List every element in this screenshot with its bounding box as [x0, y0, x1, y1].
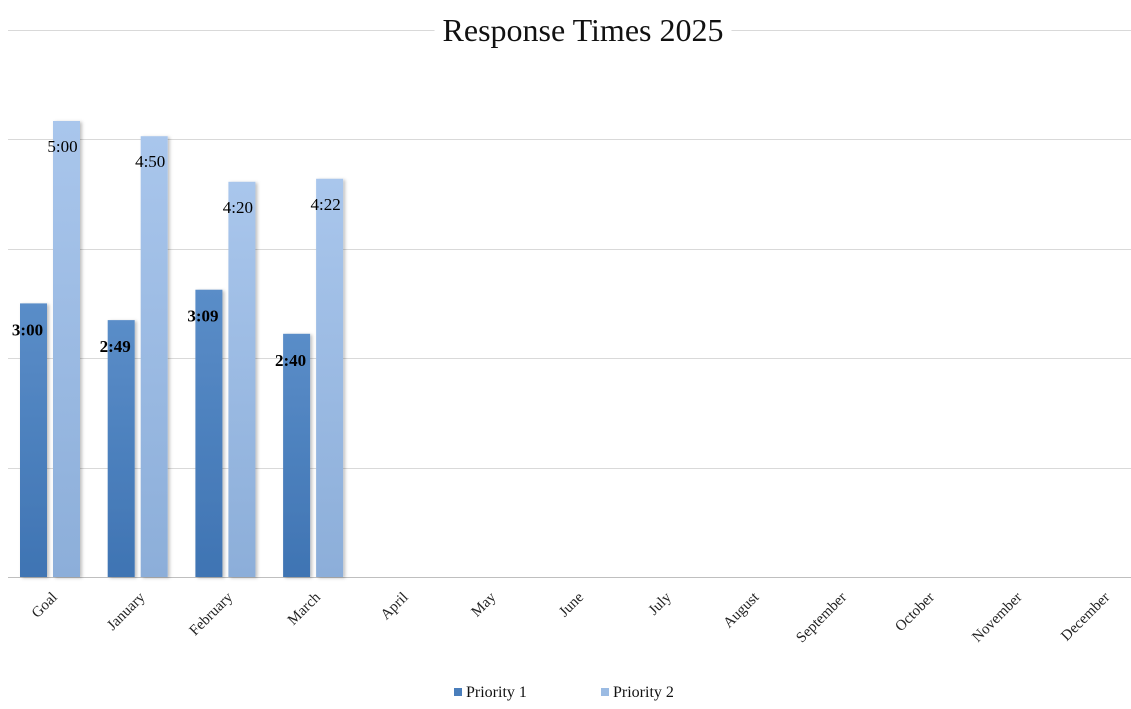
data-label-priority-2: 5:00	[47, 137, 77, 156]
title-background	[434, 12, 732, 48]
x-tick-label: November	[969, 590, 1025, 646]
legend-swatch-priority-2	[601, 688, 609, 696]
data-label-priority-1: 2:40	[275, 351, 306, 370]
legend: Priority 1 Priority 2	[454, 684, 674, 701]
x-tick-label: January	[104, 589, 149, 634]
x-tick-label: December	[1058, 590, 1113, 645]
x-tick-label: April	[378, 590, 412, 624]
data-label-priority-2: 4:22	[310, 195, 340, 214]
bar-priority-2	[228, 181, 256, 578]
x-tick-label: May	[469, 589, 500, 620]
data-label-priority-1: 2:49	[100, 337, 131, 356]
bar-priority-2	[140, 136, 168, 577]
x-tick-label: February	[187, 589, 237, 639]
bar-priority-2	[53, 121, 80, 577]
bar-priority-1	[107, 320, 135, 577]
gridlines	[8, 30, 1131, 578]
bar-priority-1	[195, 289, 223, 577]
bar-priority-1	[20, 303, 47, 577]
x-tick-label: August	[720, 589, 763, 632]
data-label-priority-1: 3:00	[12, 320, 43, 339]
x-tick-label: October	[892, 590, 937, 635]
bar-priority-2	[316, 178, 344, 577]
legend-label-priority-2: Priority 2	[613, 684, 674, 701]
data-label-priority-1: 3:09	[187, 307, 218, 326]
x-axis-tick-labels: Goal January February March April May June July…	[29, 589, 1113, 646]
chart-title: Response Times 2025	[443, 12, 724, 48]
legend-label-priority-1: Priority 1	[466, 684, 527, 701]
data-labels: 3:00 5:00 2:49 4:50 3:09 4:20 2:40 4:22	[12, 137, 341, 370]
bars	[20, 121, 344, 578]
data-label-priority-2: 4:50	[135, 152, 165, 171]
x-tick-label: March	[285, 589, 324, 628]
x-tick-label: July	[646, 589, 675, 618]
legend-swatch-priority-1	[454, 688, 462, 696]
bar-priority-1	[283, 333, 311, 577]
x-tick-label: June	[556, 589, 587, 620]
x-tick-label: Goal	[29, 590, 61, 622]
x-tick-label: September	[793, 590, 850, 647]
data-label-priority-2: 4:20	[223, 198, 253, 217]
